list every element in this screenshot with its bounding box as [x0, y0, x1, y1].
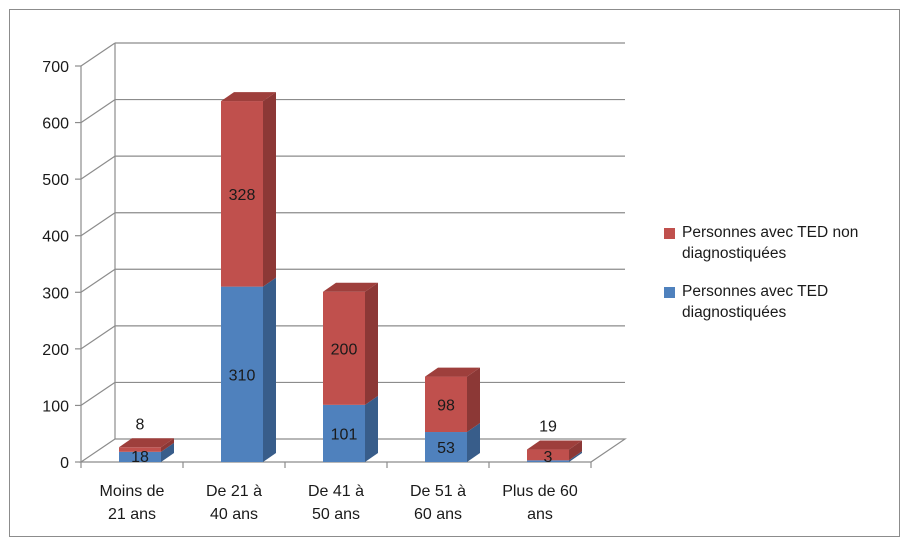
- gridline-diagonal: [80, 42, 116, 67]
- x-tick-label: De 41 à 50 ans: [308, 483, 364, 523]
- bar-front: [221, 101, 263, 287]
- bar-diagnosed: [527, 451, 582, 462]
- bar-side: [467, 423, 480, 462]
- bar-front: [221, 286, 263, 462]
- floor: [79, 438, 627, 463]
- data-label: 8: [136, 416, 145, 433]
- legend-item: Personnes avec TED diagnostiquées: [664, 281, 900, 323]
- x-tick-label: De 21 à 40 ans: [206, 483, 262, 523]
- data-label: 328: [229, 187, 256, 204]
- x-tick-label: Plus de 60 ans: [502, 483, 578, 523]
- x-tick-label: Moins de 21 ans: [100, 483, 165, 523]
- bar-side: [467, 367, 480, 433]
- gridlines: [80, 42, 625, 406]
- bar-side: [263, 277, 276, 462]
- bar-undiagnosed: [425, 367, 480, 433]
- data-label: 53: [437, 440, 455, 457]
- gridline-diagonal: [80, 155, 116, 180]
- data-label: 18: [131, 449, 149, 466]
- data-label: 98: [437, 397, 455, 414]
- bars: [119, 92, 582, 462]
- legend-swatch: [664, 228, 675, 239]
- legend-swatch: [664, 287, 675, 298]
- bar-side: [569, 451, 582, 462]
- bar-diagnosed: [119, 442, 174, 462]
- gridline-diagonal: [80, 212, 116, 237]
- x-tick-label: De 51 à 60 ans: [410, 483, 466, 523]
- y-tick-label: 100: [42, 398, 69, 415]
- y-tick-label: 0: [60, 455, 69, 472]
- y-axis-tick-labels: 0 100 200 300 400 500 600 700: [42, 59, 81, 472]
- bar-undiagnosed: [323, 282, 378, 405]
- legend-item: Personnes avec TED non diagnostiquées: [664, 222, 900, 264]
- bar-top: [323, 282, 378, 292]
- y-tick-label: 500: [42, 172, 69, 189]
- data-label: 3: [544, 449, 553, 466]
- legend-label: Personnes avec TED non diagnostiquées: [682, 224, 859, 262]
- bar-side: [365, 395, 378, 462]
- bar-front: [425, 432, 467, 462]
- bar-undiagnosed: [119, 438, 174, 452]
- data-label: 310: [229, 367, 256, 384]
- y-tick-label: 400: [42, 229, 69, 246]
- y-tick-label: 600: [42, 116, 69, 133]
- bar-front: [425, 376, 467, 433]
- gridline-diagonal: [80, 381, 116, 406]
- data-label: 101: [331, 426, 358, 443]
- bar-front: [119, 447, 161, 452]
- bar-side: [569, 440, 582, 461]
- bar-top: [221, 92, 276, 102]
- gridline-diagonal: [80, 268, 116, 293]
- gridline-diagonal: [80, 325, 116, 350]
- data-label: 19: [539, 419, 557, 436]
- bar-side: [263, 92, 276, 287]
- x-axis-tick-labels: Moins de 21 ans De 21 à 40 ans De 41 à 50 ans…: [80, 462, 592, 523]
- y-tick-label: 200: [42, 342, 69, 359]
- bar-front: [527, 460, 569, 462]
- bar-undiagnosed: [221, 92, 276, 287]
- bar-side: [365, 282, 378, 405]
- bar-top: [527, 440, 582, 450]
- chart-walls: [79, 43, 627, 463]
- bar-side: [161, 442, 174, 462]
- bar-front: [323, 291, 365, 405]
- legend-label: Personnes avec TED diagnostiquées: [682, 283, 829, 321]
- legend: Personnes avec TED non diagnostiquées Per…: [664, 222, 900, 340]
- bar-front: [527, 449, 569, 461]
- data-labels: 18 8 310 328 101 200 53 98 3 19: [131, 187, 557, 466]
- data-label: 200: [331, 341, 358, 358]
- y-tick-label: 300: [42, 285, 69, 302]
- bar-diagnosed: [221, 277, 276, 462]
- bar-front: [323, 404, 365, 462]
- bar-side: [161, 438, 174, 452]
- bar-diagnosed: [323, 395, 378, 462]
- gridline-diagonal: [80, 99, 116, 124]
- bar-top: [119, 438, 174, 448]
- bar-front: [119, 451, 161, 462]
- bar-top: [425, 367, 480, 377]
- y-tick-label: 700: [42, 59, 69, 76]
- bar-diagnosed: [425, 423, 480, 462]
- bar-undiagnosed: [527, 440, 582, 461]
